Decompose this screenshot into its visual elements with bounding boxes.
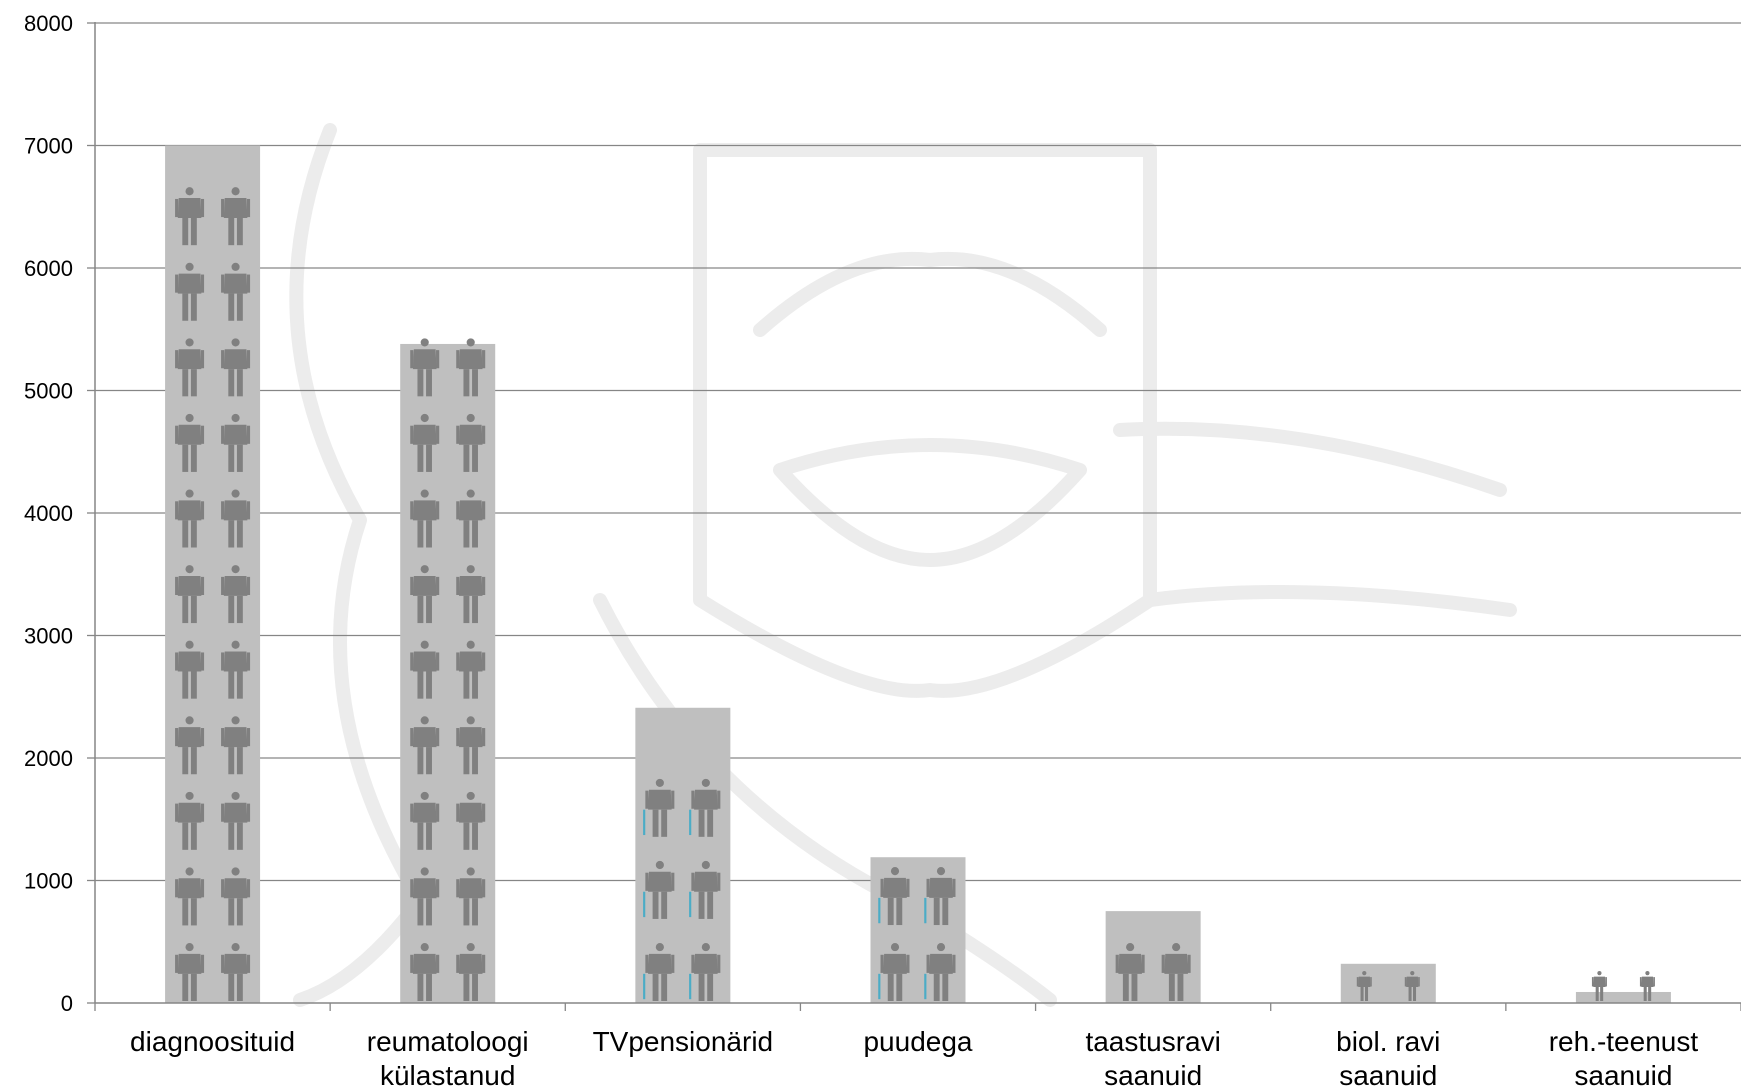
person-icon	[221, 791, 251, 850]
y-axis: 0 1000 2000 3000 4000 5000 6000 7000 8000	[24, 11, 96, 1016]
lion-watermark	[289, 123, 1517, 1007]
person-icon	[456, 943, 486, 1001]
person-icon	[410, 867, 440, 926]
person-icon	[410, 338, 440, 397]
person-icon	[175, 565, 205, 624]
x-category-label: reh.-teenust saanuid	[1549, 1026, 1699, 1091]
x-category-label: reumatoloogi külastanud	[367, 1026, 529, 1091]
person-icon	[1639, 971, 1655, 1001]
person-icon	[221, 413, 251, 472]
person-icon	[456, 640, 486, 699]
person-icon	[221, 489, 251, 548]
person-icon	[175, 943, 205, 1001]
person-icon	[456, 791, 486, 850]
person-icon	[221, 262, 251, 321]
person-icons	[175, 187, 1655, 1001]
person-icon	[456, 565, 486, 624]
person-with-cane-icon	[924, 943, 956, 1001]
person-icon	[1356, 971, 1372, 1001]
person-icon	[175, 187, 205, 246]
person-icon	[175, 338, 205, 397]
person-icon	[456, 489, 486, 548]
person-icon	[221, 640, 251, 699]
person-icon	[1591, 971, 1607, 1001]
person-icon	[1404, 971, 1420, 1001]
person-icon	[175, 791, 205, 850]
y-tick-label: 1000	[24, 869, 73, 894]
person-with-cane-icon	[643, 860, 675, 919]
person-icon	[175, 867, 205, 926]
person-icon	[1115, 943, 1145, 1001]
person-with-cane-icon	[643, 778, 675, 837]
person-with-cane-icon	[689, 860, 721, 919]
x-category-label: diagnoosituid	[130, 1026, 295, 1057]
person-with-cane-icon	[924, 867, 956, 926]
grid-lines	[95, 22, 1741, 882]
y-tick-label: 7000	[24, 134, 73, 159]
person-icon	[456, 338, 486, 397]
person-icon	[221, 943, 251, 1001]
person-icon	[175, 716, 205, 775]
person-icon	[410, 565, 440, 624]
bar	[635, 707, 731, 1003]
x-axis: diagnoosituid reumatoloogi külastanud TVpen…	[94, 1002, 1741, 1091]
person-with-cane-icon	[643, 943, 675, 1001]
bars	[165, 145, 1671, 1003]
person-with-cane-icon	[878, 943, 910, 1001]
person-icon	[221, 187, 251, 246]
person-icon	[456, 413, 486, 472]
person-icon	[410, 791, 440, 850]
x-category-label: puudega	[863, 1026, 972, 1057]
person-icon	[410, 716, 440, 775]
y-tick-label: 2000	[24, 746, 73, 771]
person-with-cane-icon	[689, 943, 721, 1001]
x-category-label: biol. ravi saanuid	[1336, 1026, 1440, 1091]
person-icon	[410, 943, 440, 1001]
y-tick-label: 0	[61, 991, 73, 1016]
y-tick-label: 6000	[24, 256, 73, 281]
person-icon	[175, 262, 205, 321]
person-icon	[221, 716, 251, 775]
bar	[1575, 991, 1671, 1003]
y-tick-label: 8000	[24, 11, 73, 36]
person-icon	[1161, 943, 1191, 1001]
y-tick-label: 3000	[24, 624, 73, 649]
person-icon	[456, 716, 486, 775]
person-icon	[410, 640, 440, 699]
person-icon	[221, 338, 251, 397]
person-with-cane-icon	[878, 867, 910, 926]
person-icon	[410, 489, 440, 548]
person-icon	[175, 413, 205, 472]
x-category-label: taastusravi saanuid	[1085, 1026, 1220, 1091]
lion-watermark-shape	[289, 123, 1517, 1007]
bar	[1340, 963, 1436, 1003]
person-with-cane-icon	[689, 778, 721, 837]
person-icon	[221, 565, 251, 624]
y-tick-label: 5000	[24, 379, 73, 404]
y-tick-label: 4000	[24, 501, 73, 526]
person-icon	[175, 640, 205, 699]
person-icon	[175, 489, 205, 548]
person-icon	[456, 867, 486, 926]
person-icon	[410, 413, 440, 472]
person-icon	[221, 867, 251, 926]
x-category-label: TVpensionärid	[593, 1026, 774, 1057]
